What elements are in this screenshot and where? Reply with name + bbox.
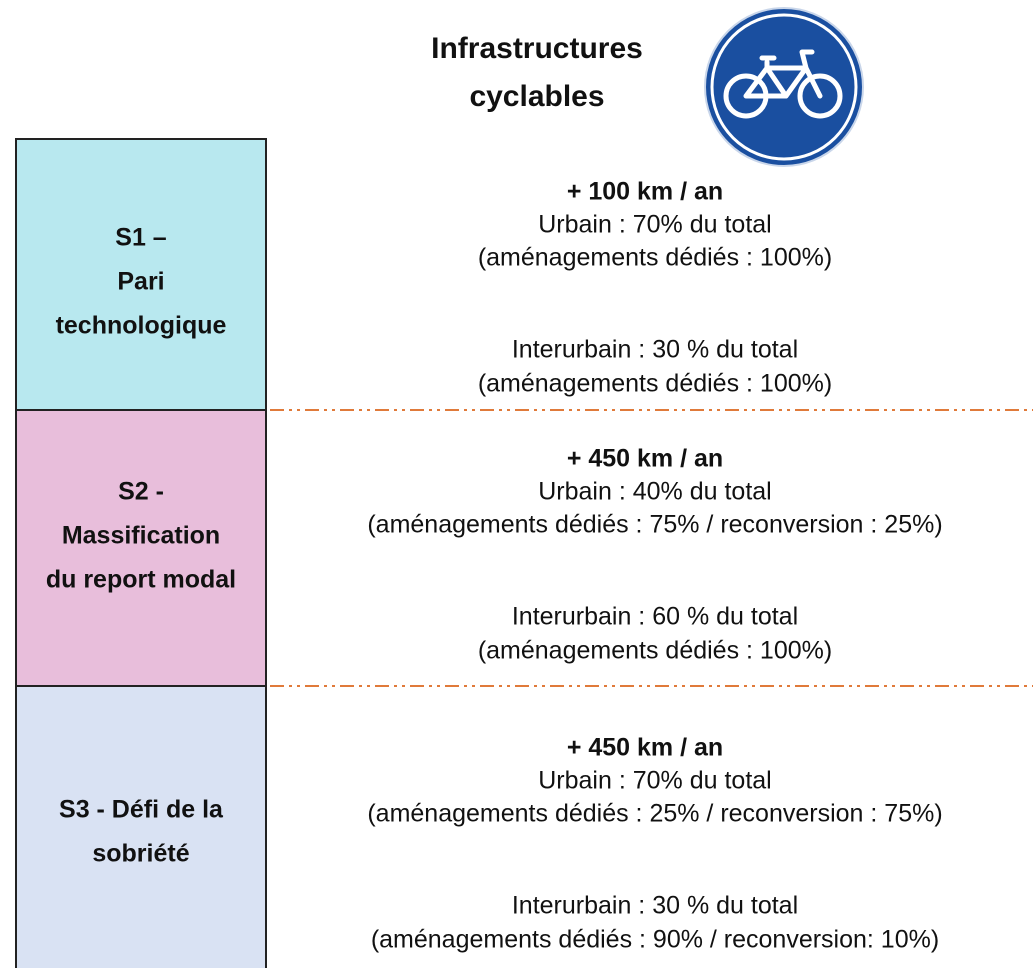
scenario-label: sobriété — [92, 840, 189, 868]
title: cyclables — [469, 80, 604, 113]
detail-line: Urbain : 40% du total — [538, 478, 771, 506]
detail-line: (aménagements dédiés : 100%) — [478, 370, 832, 398]
detail-line: (aménagements dédiés : 100%) — [478, 244, 832, 272]
scenario-label: du report modal — [46, 566, 236, 594]
detail-line: Urbain : 70% du total — [538, 211, 771, 239]
headline: + 450 km / an — [567, 445, 723, 473]
s2-box — [15, 409, 267, 687]
scenario-label: Massification — [62, 522, 220, 550]
detail-line: (aménagements dédiés : 25% / reconversio… — [367, 800, 942, 828]
detail-line: (aménagements dédiés : 100%) — [478, 637, 832, 665]
headline: + 100 km / an — [567, 178, 723, 206]
detail-line: Interurbain : 30 % du total — [512, 336, 798, 364]
detail-line: (aménagements dédiés : 90% / reconversio… — [371, 926, 939, 954]
scenario-label: technologique — [56, 312, 227, 340]
bike-sign — [704, 7, 864, 167]
detail-line: Interurbain : 30 % du total — [512, 892, 798, 920]
headline: + 450 km / an — [567, 734, 723, 762]
scenario-label: S3 - Défi de la — [59, 796, 224, 824]
s1-box — [15, 138, 267, 411]
scenario-label: S2 - — [118, 478, 164, 506]
scenario-label: S1 – — [115, 224, 167, 252]
detail-line: Urbain : 70% du total — [538, 767, 771, 795]
s3-box — [15, 685, 267, 968]
scenario-label: Pari — [117, 268, 164, 296]
detail-line: Interurbain : 60 % du total — [512, 603, 798, 631]
title: Infrastructures — [431, 32, 643, 65]
detail-line: (aménagements dédiés : 75% / reconversio… — [367, 511, 942, 539]
